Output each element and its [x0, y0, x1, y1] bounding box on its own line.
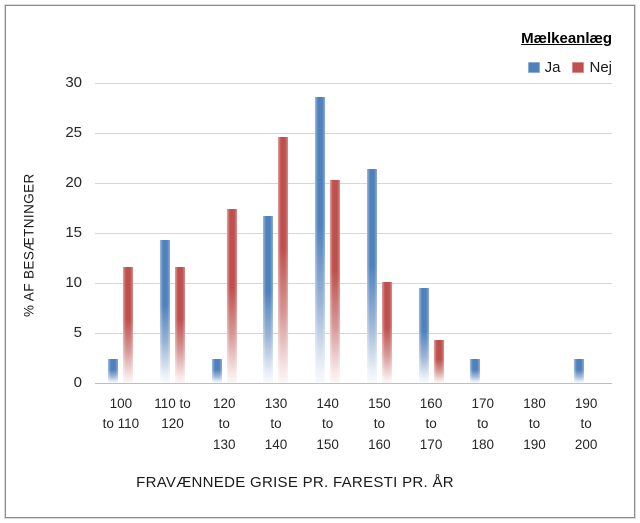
x-tick-label-100-to-110: 100 to 110 [102, 396, 140, 432]
gridline-y-15 [95, 233, 612, 234]
x-tick-label-180-to-190: 180 to 190 [523, 396, 546, 452]
bar-ja-160-to-170 [418, 288, 429, 383]
bar-ja-110-to-120 [160, 240, 171, 383]
plot-area [95, 83, 612, 384]
bar-group-100-to-110 [95, 83, 147, 383]
bar-ja-130-to-140 [263, 216, 274, 383]
bar-group-140-to-150 [302, 83, 354, 383]
legend-item-nej: Nej [572, 59, 612, 76]
bar-nej-120-to-130 [226, 209, 237, 383]
y-tick-label-15: 15 [65, 224, 82, 241]
x-axis-title: FRAVÆNNEDE GRISE PR. FARESTI PR. ÅR [136, 474, 454, 491]
bar-ja-100-to-110 [108, 359, 119, 383]
x-tick-label-170-to-180: 170 to 180 [471, 396, 495, 452]
bar-group-180-to-190 [509, 83, 561, 383]
bar-ja-140-to-150 [315, 97, 326, 383]
x-axis-ticks: 100 to 110 110 to 120 120 to 130 130 to 140… [95, 394, 612, 455]
gridline-y-10 [95, 283, 612, 284]
bar-nej-110-to-120 [175, 267, 186, 383]
y-axis-ticks: 30 25 20 15 10 5 0 [0, 74, 84, 391]
y-tick-label-0: 0 [73, 374, 82, 391]
gridline-y-20 [95, 183, 612, 184]
bar-group-110-to-120 [147, 83, 199, 383]
legend-label-nej: Nej [589, 59, 612, 76]
chart-frame [5, 5, 635, 518]
legend-items: Ja Nej [521, 59, 612, 76]
bar-nej-130-to-140 [278, 137, 289, 383]
gridline-y-5 [95, 333, 612, 334]
gridline-y-25 [95, 133, 612, 134]
bar-ja-170-to-180 [470, 359, 481, 383]
bar-group-130-to-140 [250, 83, 302, 383]
legend-item-ja: Ja [527, 59, 561, 76]
x-tick-label-190-to-200: 190 to 200 [574, 396, 598, 452]
x-tick-label-130-to-140: 130 to 140 [264, 396, 288, 452]
y-tick-label-25: 25 [65, 124, 82, 141]
bar-group-170-to-180 [457, 83, 509, 383]
x-tick-label-160-to-170: 160 to 170 [419, 396, 443, 452]
bar-ja-190-to-200 [573, 359, 584, 383]
legend-swatch-ja-icon [527, 62, 540, 73]
bar-nej-160-to-170 [433, 340, 444, 383]
y-tick-label-30: 30 [65, 74, 82, 91]
bar-group-190-to-200 [560, 83, 612, 383]
bar-group-120-to-130 [198, 83, 250, 383]
legend-label-ja: Ja [544, 59, 561, 76]
bar-groups [95, 83, 612, 383]
y-tick-label-5: 5 [73, 324, 82, 341]
bar-nej-150-to-160 [381, 282, 392, 383]
bar-ja-120-to-130 [211, 359, 222, 383]
bar-group-160-to-170 [405, 83, 457, 383]
bar-ja-150-to-160 [366, 169, 377, 383]
bar-nej-140-to-150 [330, 180, 341, 383]
x-tick-label-150-to-160: 150 to 160 [368, 396, 391, 452]
gridline-y-30 [95, 83, 612, 84]
x-tick-label-120-to-130: 120 to 130 [212, 396, 236, 452]
bar-nej-100-to-110 [123, 267, 134, 383]
y-tick-label-10: 10 [65, 274, 82, 291]
x-tick-label-140-to-150: 140 to 150 [316, 396, 339, 452]
legend-swatch-nej-icon [572, 62, 585, 73]
legend: Mælkeanlæg Ja Nej [511, 28, 614, 80]
x-axis-baseline [95, 383, 612, 384]
x-tick-label-110-to-120: 110 to 120 [154, 396, 191, 432]
bar-group-150-to-160 [354, 83, 406, 383]
legend-title: Mælkeanlæg [521, 30, 612, 47]
y-tick-label-20: 20 [65, 174, 82, 191]
